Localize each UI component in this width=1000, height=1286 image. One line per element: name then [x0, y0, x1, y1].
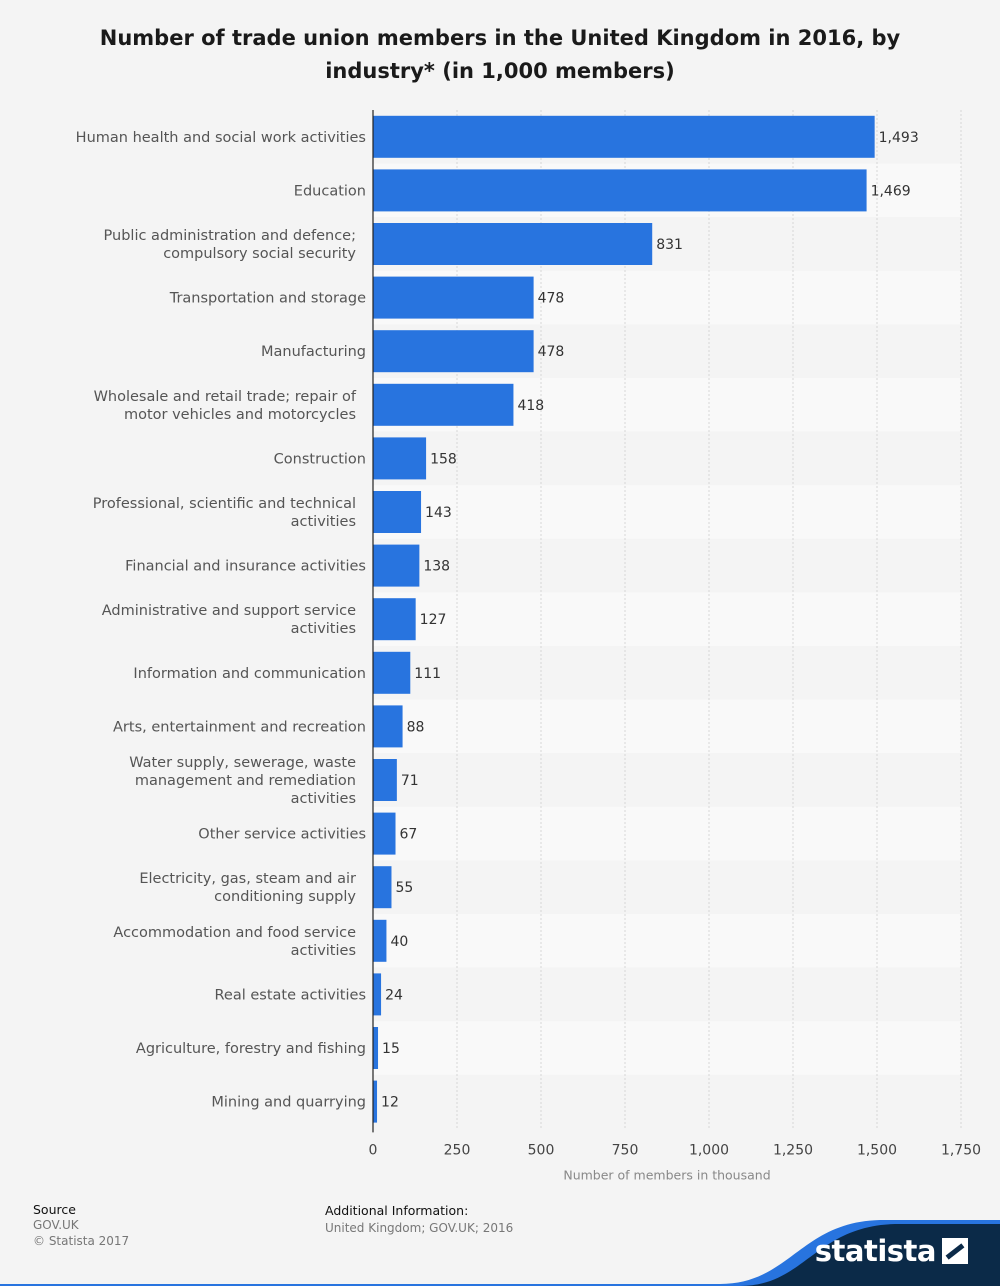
bar [373, 276, 534, 319]
category-label: Mining and quarrying [211, 1095, 366, 1111]
value-label: 88 [407, 719, 425, 735]
row-band [373, 538, 961, 593]
bar [373, 1080, 378, 1123]
category-label: Education [294, 183, 366, 199]
row-band [373, 646, 961, 700]
row-band [373, 1074, 961, 1129]
x-tick-label: 250 [444, 1142, 471, 1158]
row-band [373, 967, 961, 1022]
bar-chart: 1,493 Human health and social work activi… [76, 110, 981, 1182]
value-label: 15 [382, 1041, 400, 1057]
row-band [373, 753, 961, 807]
bar [373, 866, 392, 909]
additional-info-block: Additional Information: United Kingdom; … [325, 1203, 513, 1235]
value-label: 418 [517, 398, 544, 414]
value-label: 478 [538, 344, 565, 360]
statista-logo-text: statista [814, 1234, 937, 1268]
value-label: 111 [414, 666, 441, 682]
bar [373, 491, 422, 533]
category-label: Water supply, sewerage, waste management … [129, 755, 356, 807]
bar [373, 973, 382, 1016]
row-band [373, 914, 961, 968]
row-band [373, 860, 961, 914]
value-label: 71 [401, 773, 419, 789]
category-label: Construction [274, 451, 366, 467]
category-label: Manufacturing [261, 344, 366, 360]
brand-band [0, 1220, 1000, 1286]
value-label: 158 [430, 451, 457, 467]
bar [373, 759, 397, 801]
additional-info-label: Additional Information: [325, 1203, 469, 1218]
bar [373, 115, 875, 158]
statista-logo[interactable]: statista [815, 1234, 968, 1268]
category-label: Wholesale and retail trade; repair of mot… [94, 389, 357, 423]
category-label: Information and communication [133, 666, 366, 682]
x-axis-title: Number of members in thousand [563, 1167, 770, 1182]
category-label: Transportation and storage [169, 291, 366, 307]
x-tick-label: 1,000 [689, 1142, 729, 1158]
category-label: Financial and insurance activities [125, 559, 366, 575]
bar [373, 812, 396, 855]
value-label: 40 [390, 934, 408, 950]
additional-info-text: United Kingdom; GOV.UK; 2016 [325, 1221, 514, 1235]
bar [373, 330, 534, 373]
chart-title: Number of trade union members in the Uni… [99, 26, 901, 83]
source-line: GOV.UK [33, 1218, 79, 1232]
bar [373, 544, 420, 587]
value-label: 1,493 [879, 130, 919, 146]
bar [373, 169, 867, 212]
source-block: Source GOV.UK © Statista 2017 [33, 1202, 129, 1249]
row-band [373, 1021, 961, 1075]
category-label: Professional, scientific and technical ac… [93, 496, 356, 530]
x-tick-label: 1,750 [941, 1142, 981, 1158]
row-band [373, 431, 961, 486]
bar [373, 1027, 379, 1069]
statista-logo-icon [942, 1238, 968, 1264]
row-band [373, 806, 961, 861]
x-tick-label: 0 [369, 1142, 378, 1158]
row-band [373, 485, 961, 539]
copyright-line: © Statista 2017 [33, 1234, 130, 1248]
category-label: Arts, entertainment and recreation [113, 719, 366, 735]
bar [373, 437, 427, 480]
bar [373, 919, 387, 962]
bar [373, 383, 514, 426]
value-label: 138 [423, 559, 450, 575]
value-label: 831 [656, 237, 683, 253]
category-label: Electricity, gas, steam and air condition… [139, 871, 356, 905]
category-label: Agriculture, forestry and fishing [136, 1041, 366, 1057]
x-tick-label: 1,500 [857, 1142, 897, 1158]
value-label: 55 [395, 880, 413, 896]
category-label: Other service activities [198, 827, 366, 843]
value-label: 12 [381, 1095, 399, 1111]
value-label: 478 [538, 291, 565, 307]
bar [373, 223, 653, 265]
category-label: Human health and social work activities [76, 130, 366, 146]
bar [373, 705, 403, 748]
source-label: Source [33, 1202, 76, 1217]
bar [373, 598, 416, 641]
row-band [373, 592, 961, 646]
value-label: 67 [400, 827, 418, 843]
value-label: 1,469 [871, 183, 911, 199]
x-tick-label: 500 [528, 1142, 555, 1158]
category-label: Real estate activities [215, 987, 367, 1003]
x-tick-label: 1,250 [773, 1142, 813, 1158]
value-label: 143 [425, 505, 452, 521]
category-label: Accommodation and food service activities [113, 925, 356, 959]
row-band [373, 699, 961, 754]
category-label: Administrative and support service activi… [102, 603, 356, 637]
value-label: 127 [420, 612, 447, 628]
bar [373, 651, 411, 694]
x-tick-label: 750 [612, 1142, 639, 1158]
category-label: Public administration and defence; compul… [104, 228, 357, 262]
value-label: 24 [385, 987, 403, 1003]
